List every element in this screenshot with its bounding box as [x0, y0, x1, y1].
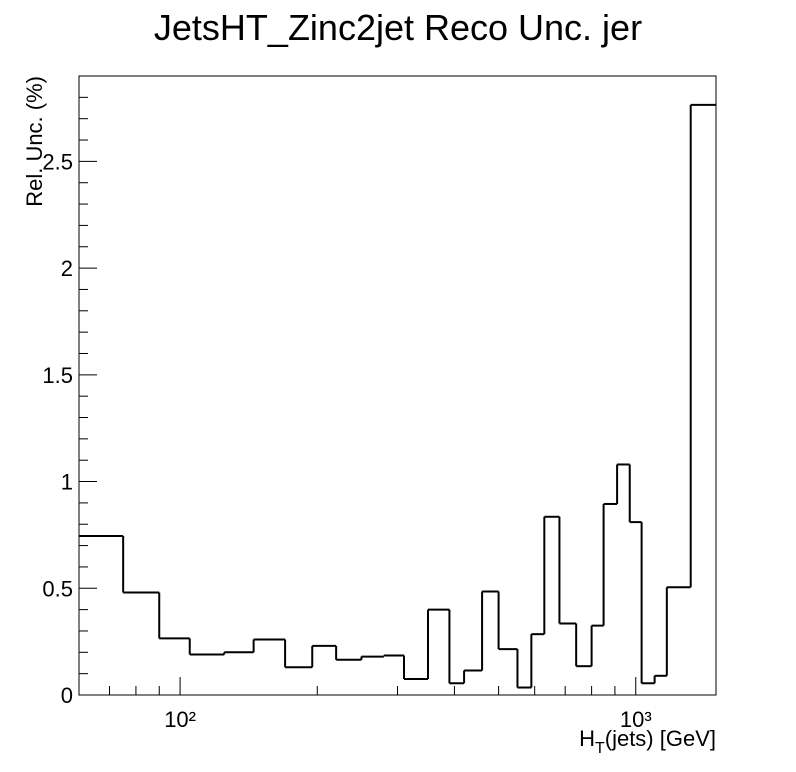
y-tick-label: 0 [61, 683, 73, 708]
chart-title: JetsHT_Zinc2jet Reco Unc. jer [154, 7, 642, 48]
y-tick-label: 1 [61, 470, 73, 495]
x-axis-label: HT(jets) [GeV] [579, 726, 716, 757]
plot-frame [78, 75, 717, 696]
x-tick-label: 10² [164, 707, 196, 732]
y-tick-label: 2 [61, 256, 73, 281]
y-tick-label: 0.5 [42, 576, 73, 601]
y-axis-label: Rel. Unc. (%) [22, 76, 47, 207]
x-tick-label: 10³ [620, 707, 652, 732]
y-tick-label: 2.5 [42, 149, 73, 174]
y-tick-label: 1.5 [42, 363, 73, 388]
